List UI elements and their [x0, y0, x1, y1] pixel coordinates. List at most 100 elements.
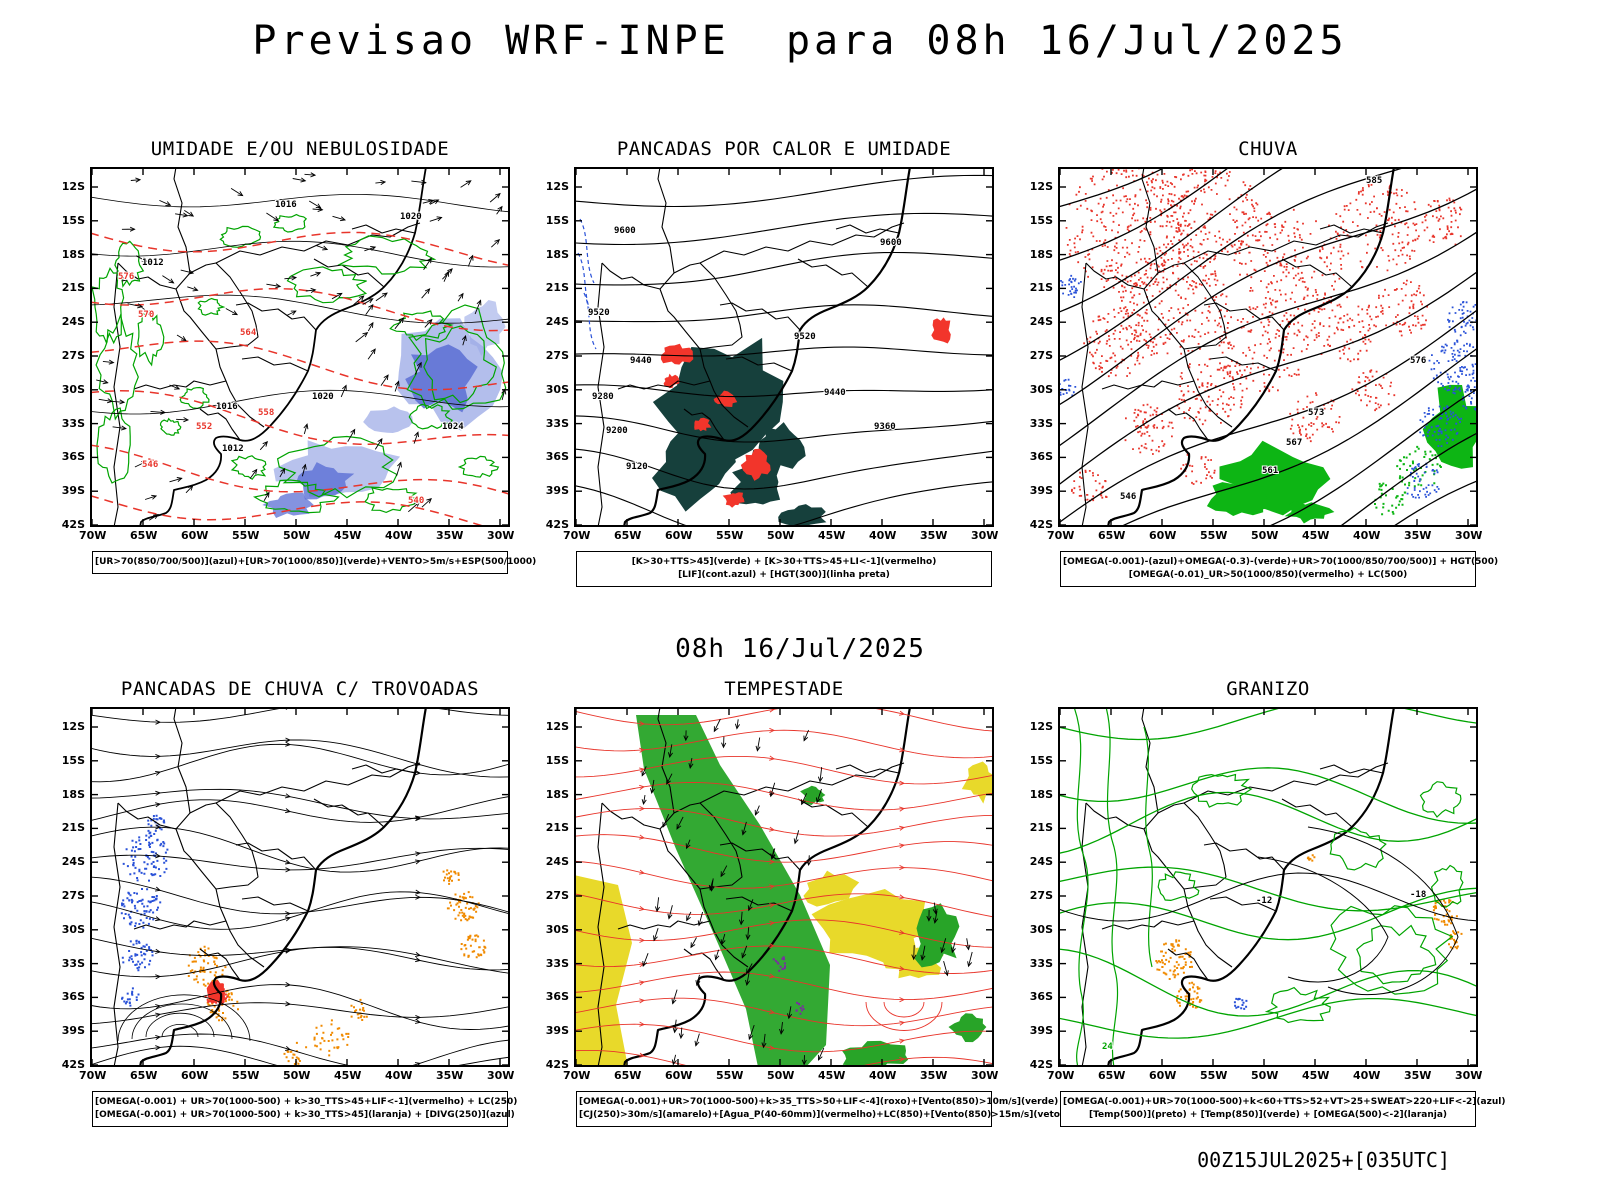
- svg-text:546: 546: [1120, 492, 1136, 502]
- lon-tick-label: 35W: [920, 1069, 948, 1082]
- lat-tick-label: 15S: [1029, 213, 1053, 227]
- lat-tick-label: 24S: [545, 855, 569, 869]
- lon-axis: 70W 65W 60W 55W 50W 45W 40W 35W 30W: [1047, 527, 1482, 544]
- lon-tick-label: 70W: [1047, 1069, 1075, 1082]
- svg-text:540: 540: [408, 496, 424, 506]
- lat-tick-label: 27S: [61, 349, 85, 362]
- caption-tempestade: [OMEGA(-0.001)+UR>70(1000-500)+k>35_TTS>…: [576, 1091, 1069, 1127]
- lon-tick-label: 40W: [869, 1069, 897, 1082]
- lon-tick-label: 45W: [334, 1069, 362, 1082]
- panel-pancadas-trovoadas: PANCADAS DE CHUVA C/ TROVOADAS 12S 15S 18S…: [50, 678, 528, 1127]
- panel-pancadas-calor-umidade: PANCADAS POR CALOR E UMIDADE 12S 15S 18S 21…: [534, 138, 1012, 587]
- lon-tick-label: 45W: [818, 529, 846, 542]
- lat-tick-label: 33S: [61, 956, 85, 970]
- lat-axis: 12S 15S 18S 21S 24S 27S 30S 33S 36S 39S 42S: [536, 707, 572, 1071]
- caption-line: [OMEGA(-0.001)-(azul)+OMEGA(-0.3)-(verde…: [1063, 557, 1499, 567]
- caption-line: [OMEGA(-0.01)_UR>50(1000/850)(vermelho) …: [1128, 570, 1408, 580]
- panel-chuva: CHUVA 12S 15S 18S 21S 24S 27S 30S 33S 36S 39S 42S …: [1018, 138, 1499, 587]
- lon-tick-label: 65W: [614, 529, 642, 542]
- lat-tick-label: 27S: [545, 889, 569, 902]
- lon-tick-label: 30W: [1455, 529, 1483, 542]
- lon-axis: 70W 65W 60W 55W 50W 45W 40W 35W 30W: [563, 1067, 998, 1084]
- svg-text:585: 585: [1366, 176, 1382, 186]
- svg-text:1020: 1020: [312, 392, 334, 402]
- weather-map-pancadas-calor: 9600 9600 9520 9520 9440 9440 9360 9280 9200 9120: [574, 167, 994, 527]
- lat-tick-label: 30S: [1029, 922, 1053, 936]
- caption-line: [CJ(250)>30m/s](amarelo)+[Agua_P(40-60mm…: [579, 1110, 1069, 1120]
- lat-tick-label: 39S: [545, 484, 569, 498]
- lat-tick-label: 15S: [545, 213, 569, 227]
- lat-tick-label: 12S: [1029, 720, 1053, 733]
- lat-tick-label: 12S: [61, 720, 85, 733]
- lat-tick-label: 39S: [1029, 484, 1053, 498]
- caption-line: [OMEGA(-0.001)+UR>70(1000-500)+k<60+TTS>…: [1063, 1097, 1506, 1107]
- svg-text:561: 561: [1262, 466, 1278, 476]
- lat-tick-label: 30S: [1029, 382, 1053, 396]
- lat-tick-label: 33S: [545, 416, 569, 430]
- lon-tick-label: 60W: [665, 1069, 693, 1082]
- svg-text:1016: 1016: [275, 200, 297, 210]
- svg-text:-12: -12: [1256, 896, 1272, 906]
- map-zone-tempestade: 12S 15S 18S 21S 24S 27S 30S 33S 36S 39S 42S: [546, 707, 994, 1071]
- model-run-timestamp: 00Z15JUL2025+[035UTC]: [1197, 1148, 1450, 1172]
- lat-tick-label: 30S: [61, 922, 85, 936]
- lat-tick-label: 36S: [1029, 450, 1053, 464]
- lat-tick-label: 21S: [545, 821, 569, 835]
- lon-axis: 70W 65W 60W 55W 50W 45W 40W 35W 30W: [79, 1067, 514, 1084]
- lat-tick-label: 30S: [545, 922, 569, 936]
- lon-tick-label: 30W: [1455, 1069, 1483, 1082]
- panel-tempestade: TEMPESTADE 12S 15S 18S 21S 24S 27S 30S 33S 36S 39…: [534, 678, 1069, 1127]
- lat-tick-label: 42S: [545, 1058, 569, 1071]
- lat-tick-label: 12S: [61, 180, 85, 193]
- page-title: Previsao WRF-INPE para 08h 16/Jul/2025: [252, 18, 1348, 64]
- lon-tick-label: 50W: [767, 529, 795, 542]
- lat-tick-label: 39S: [545, 1024, 569, 1038]
- lat-tick-label: 21S: [61, 821, 85, 835]
- lat-tick-label: 15S: [545, 753, 569, 767]
- lon-tick-label: 60W: [1149, 1069, 1177, 1082]
- panel-granizo: GRANIZO 12S 15S 18S 21S 24S 27S 30S 33S 36S 39S 42…: [1018, 678, 1506, 1127]
- lat-tick-label: 42S: [61, 1058, 85, 1071]
- lat-tick-label: 18S: [61, 787, 85, 801]
- lat-tick-label: 27S: [61, 889, 85, 902]
- caption-chuva: [OMEGA(-0.001)-(azul)+OMEGA(-0.3)-(verde…: [1060, 551, 1499, 587]
- lat-tick-label: 18S: [1029, 247, 1053, 261]
- panel-title: GRANIZO: [1226, 678, 1310, 700]
- lon-tick-label: 55W: [716, 529, 744, 542]
- lon-axis: 70W 65W 60W 55W 50W 45W 40W 35W 30W: [1047, 1067, 1482, 1084]
- map-zone-umidade: 12S 15S 18S 21S 24S 27S 30S 33S 36S 39S 42S 1012 10…: [62, 167, 510, 531]
- lon-tick-label: 70W: [1047, 529, 1075, 542]
- lat-tick-label: 42S: [1029, 1058, 1053, 1071]
- lon-tick-label: 60W: [181, 1069, 209, 1082]
- svg-text:576: 576: [1410, 356, 1426, 366]
- caption-pancadas-calor: [K>30+TTS>45](verde) + [K>30+TTS>45+LI<-…: [576, 551, 992, 587]
- lon-axis: 70W 65W 60W 55W 50W 45W 40W 35W 30W: [563, 527, 998, 544]
- panel-title: CHUVA: [1238, 138, 1298, 160]
- lon-tick-label: 35W: [1404, 529, 1432, 542]
- svg-text:9520: 9520: [794, 332, 816, 342]
- svg-text:570: 570: [138, 310, 154, 320]
- map-zone-chuva: 12S 15S 18S 21S 24S 27S 30S 33S 36S 39S 42S 585 576…: [1030, 167, 1478, 531]
- lat-tick-label: 39S: [1029, 1024, 1053, 1038]
- lon-tick-label: 35W: [920, 529, 948, 542]
- second-row-subtitle: 08h 16/Jul/2025: [675, 634, 925, 664]
- svg-text:546: 546: [142, 460, 158, 470]
- caption-line: [UR>70(850/700/500)](azul)+[UR>70(1000/8…: [95, 557, 537, 567]
- svg-text:564: 564: [240, 328, 257, 338]
- lat-tick-label: 18S: [61, 247, 85, 261]
- lon-tick-label: 30W: [487, 1069, 515, 1082]
- lon-tick-label: 70W: [563, 529, 591, 542]
- lon-tick-label: 65W: [130, 1069, 158, 1082]
- panel-title: TEMPESTADE: [724, 678, 844, 700]
- lat-tick-label: 18S: [545, 247, 569, 261]
- caption-line: [Temp(500)](preto) + [Temp(850)](verde) …: [1088, 1110, 1448, 1120]
- lon-tick-label: 50W: [283, 529, 311, 542]
- lat-tick-label: 27S: [1029, 349, 1053, 362]
- lat-axis: 12S 15S 18S 21S 24S 27S 30S 33S 36S 39S 42S: [1020, 707, 1056, 1071]
- lat-axis: 12S 15S 18S 21S 24S 27S 30S 33S 36S 39S 42S: [52, 167, 88, 531]
- lat-tick-label: 36S: [61, 450, 85, 464]
- svg-text:1024: 1024: [442, 422, 464, 432]
- lon-tick-label: 55W: [716, 1069, 744, 1082]
- lon-tick-label: 50W: [1251, 529, 1279, 542]
- lon-tick-label: 30W: [971, 1069, 999, 1082]
